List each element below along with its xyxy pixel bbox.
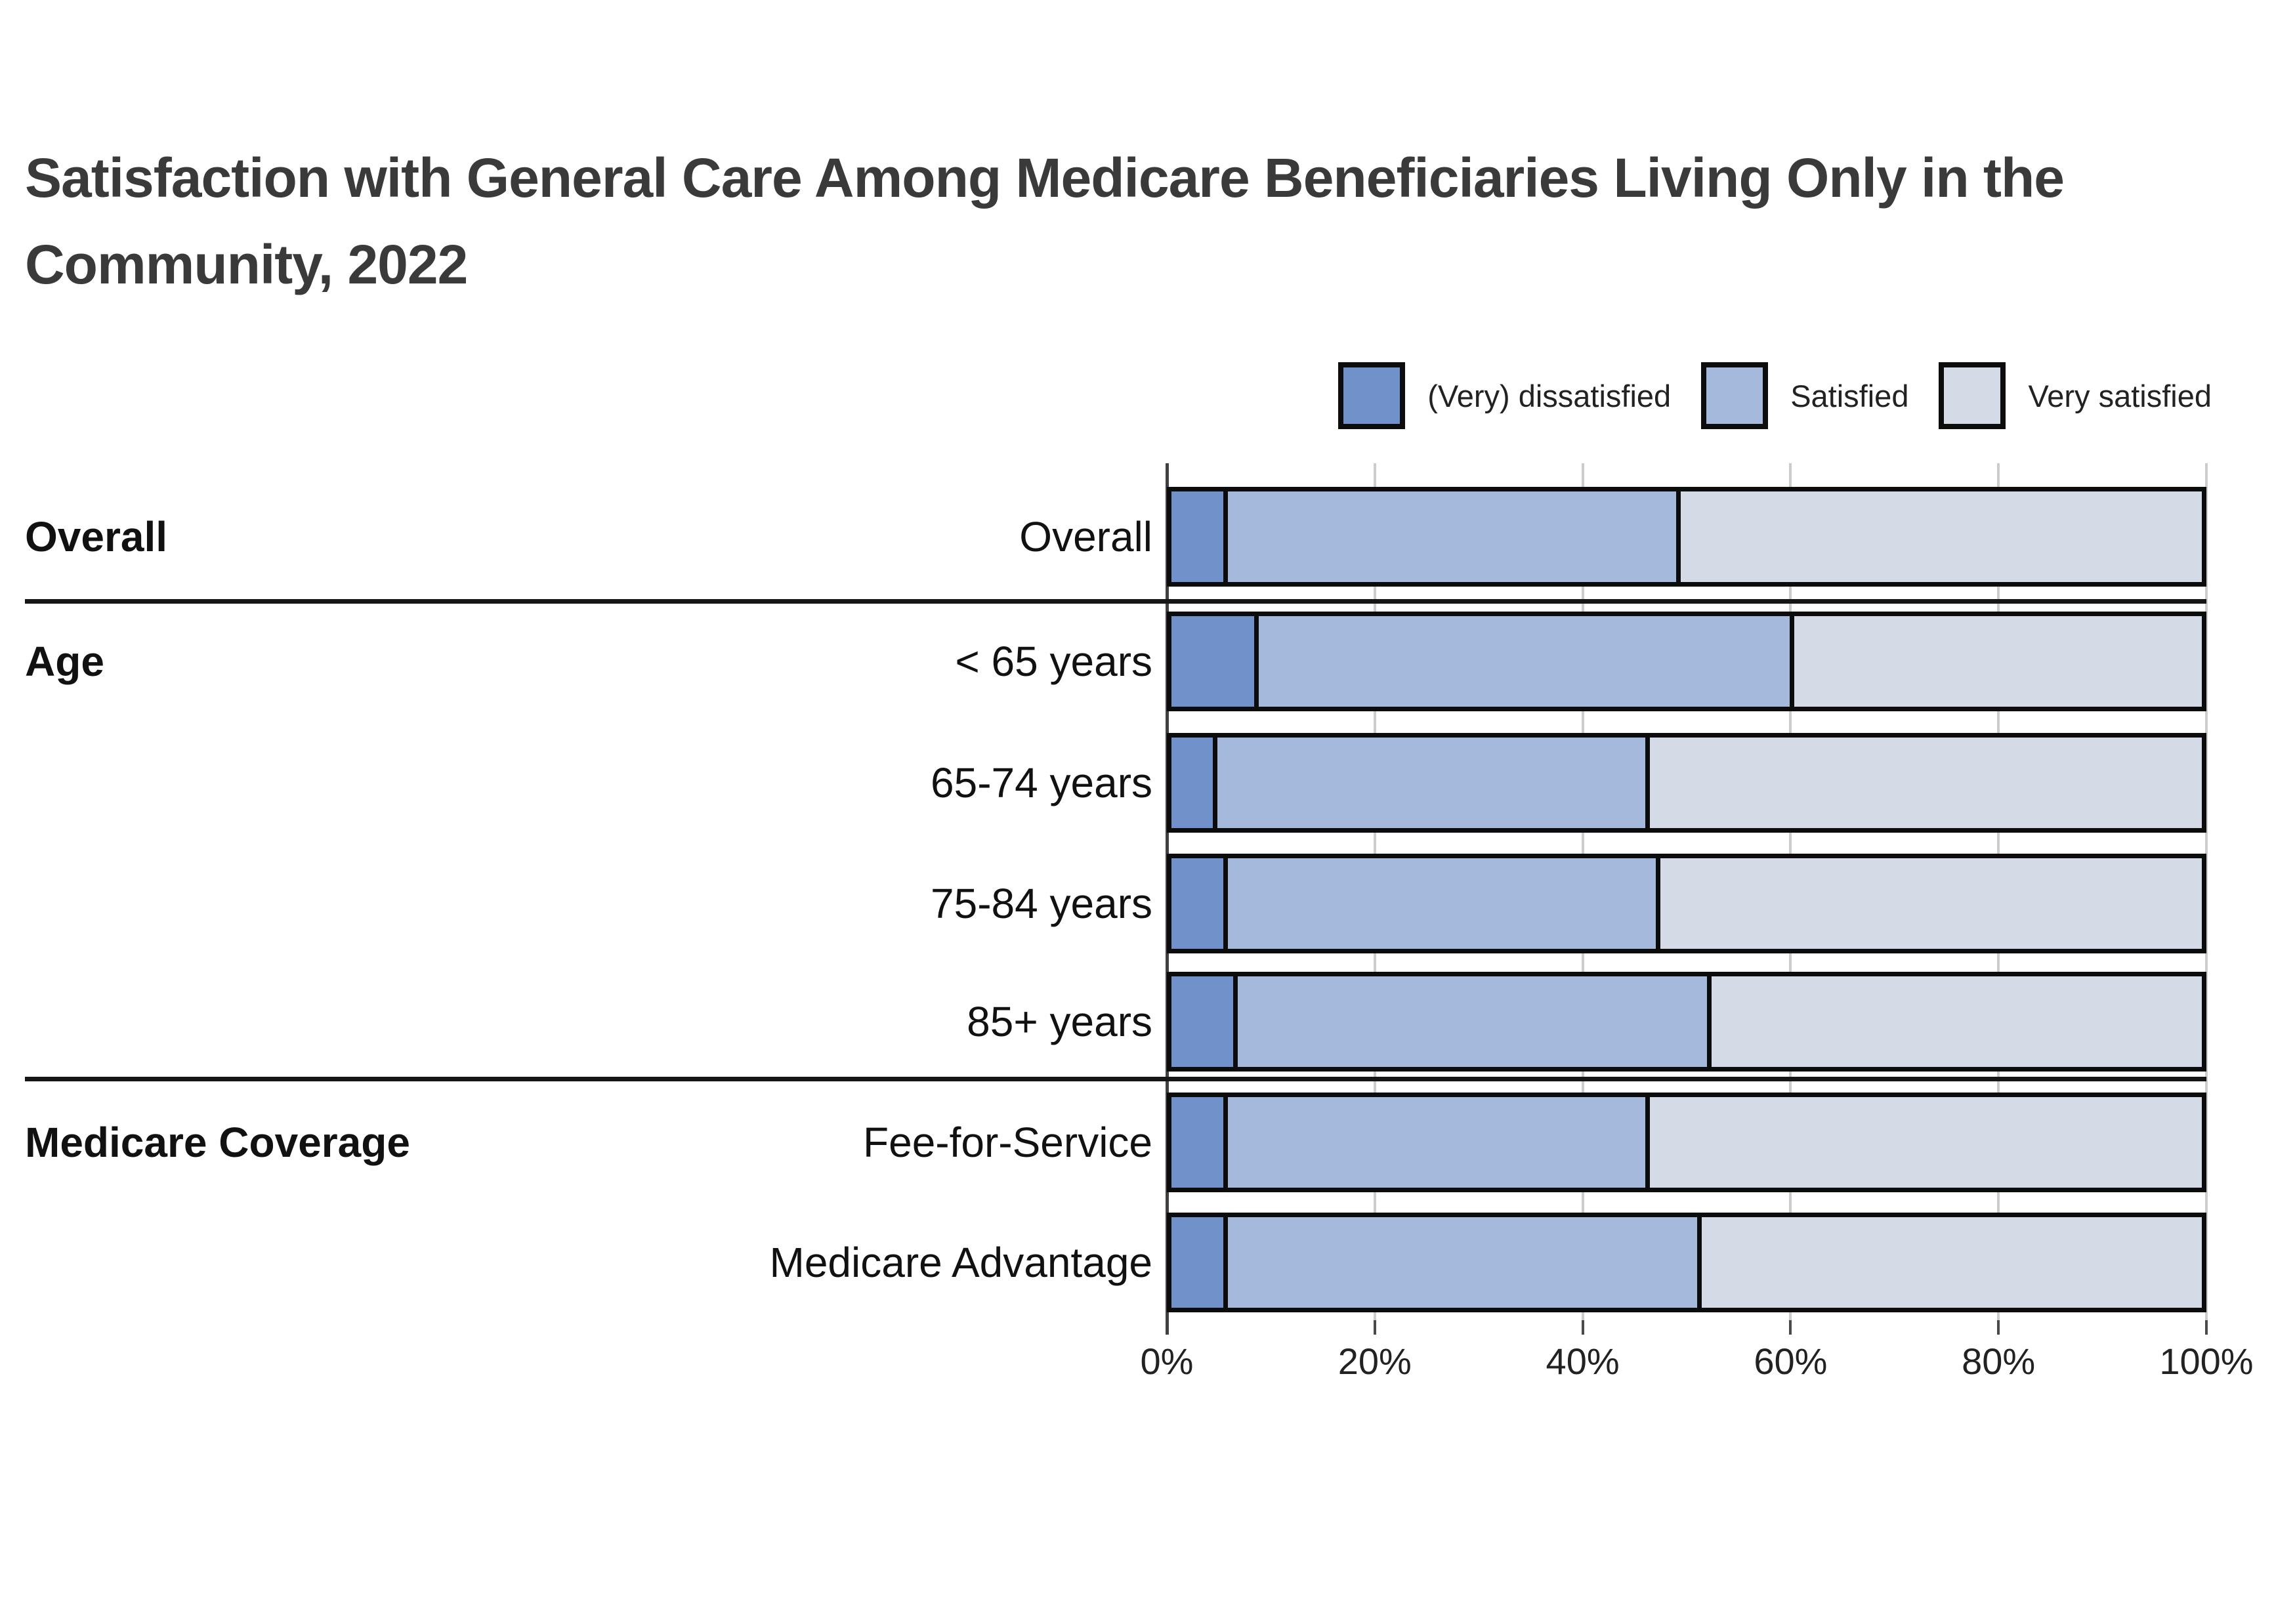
row-label-medicare-advantage: Medicare Advantage bbox=[769, 1239, 1153, 1286]
group-label-medicare-coverage: Medicare Coverage bbox=[25, 1119, 410, 1166]
group-label-age: Age bbox=[25, 638, 104, 685]
segment-very-dissatisfied-85-years bbox=[1171, 976, 1234, 1067]
x-tick-40% bbox=[1581, 1320, 1584, 1335]
segment-satisfied-medicare-advantage bbox=[1223, 1217, 1697, 1308]
chart-title: Satisfaction with General Care Among Med… bbox=[25, 147, 2065, 295]
segment-very-satisfied-85-years bbox=[1707, 976, 2202, 1067]
x-tick-label-60%: 60% bbox=[1754, 1341, 1828, 1382]
x-tick-80% bbox=[1997, 1320, 2000, 1335]
segment-very-satisfied-65-74-years bbox=[1645, 738, 2202, 828]
legend-item-dissatisfied: (Very) dissatisfied bbox=[1338, 362, 1671, 429]
bar-fee-for-service bbox=[1167, 1093, 2206, 1192]
legend-swatch-satisfied-icon bbox=[1701, 362, 1769, 429]
segment-very-satisfied-65-years bbox=[1789, 616, 2202, 707]
gridline-100% bbox=[2205, 463, 2208, 1320]
segment-very-dissatisfied-65-years bbox=[1171, 616, 1254, 707]
x-tick-label-80%: 80% bbox=[1962, 1341, 2036, 1382]
segment-very-dissatisfied-overall bbox=[1171, 491, 1223, 582]
legend-swatch-dissatisfied-icon bbox=[1338, 362, 1406, 429]
x-tick-20% bbox=[1373, 1320, 1376, 1335]
segment-very-satisfied-fee-for-service bbox=[1645, 1097, 2202, 1188]
legend: (Very) dissatisfied Satisfied Very satis… bbox=[1338, 362, 2212, 429]
segment-very-satisfied-75-84-years bbox=[1655, 858, 2202, 949]
segment-very-dissatisfied-65-74-years bbox=[1171, 738, 1213, 828]
x-tick-label-100%: 100% bbox=[2159, 1341, 2254, 1382]
row-label-65-years: < 65 years bbox=[955, 638, 1152, 685]
bar-65-74-years bbox=[1167, 733, 2206, 833]
bar-medicare-advantage bbox=[1167, 1213, 2206, 1312]
segment-satisfied-overall bbox=[1223, 491, 1677, 582]
x-tick-label-0%: 0% bbox=[1140, 1341, 1194, 1382]
group-label-overall: Overall bbox=[25, 513, 168, 560]
bar-65-years bbox=[1167, 612, 2206, 711]
group-separator-1 bbox=[25, 599, 2206, 604]
legend-item-very-satisfied: Very satisfied bbox=[1939, 362, 2212, 429]
segment-satisfied-75-84-years bbox=[1223, 858, 1656, 949]
x-tick-100% bbox=[2205, 1320, 2208, 1335]
legend-label-satisfied: Satisfied bbox=[1790, 378, 1909, 413]
legend-item-satisfied: Satisfied bbox=[1701, 362, 1908, 429]
segment-very-satisfied-medicare-advantage bbox=[1696, 1217, 2202, 1308]
group-separator-2 bbox=[25, 1077, 2206, 1081]
segment-satisfied-65-years bbox=[1253, 616, 1790, 707]
segment-very-satisfied-overall bbox=[1676, 491, 2202, 582]
row-label-overall: Overall bbox=[1019, 513, 1152, 560]
legend-swatch-very-satisfied-icon bbox=[1939, 362, 2006, 429]
row-label-75-84-years: 75-84 years bbox=[931, 880, 1152, 927]
segment-very-dissatisfied-medicare-advantage bbox=[1171, 1217, 1223, 1308]
x-tick-60% bbox=[1789, 1320, 1792, 1335]
segment-very-dissatisfied-fee-for-service bbox=[1171, 1097, 1223, 1188]
x-tick-label-40%: 40% bbox=[1546, 1341, 1620, 1382]
legend-label-dissatisfied: (Very) dissatisfied bbox=[1427, 378, 1672, 413]
segment-satisfied-85-years bbox=[1233, 976, 1708, 1067]
bar-85-years bbox=[1167, 972, 2206, 1072]
x-tick-label-20%: 20% bbox=[1337, 1341, 1412, 1382]
row-label-85-years: 85+ years bbox=[967, 998, 1152, 1045]
segment-satisfied-65-74-years bbox=[1212, 738, 1646, 828]
segment-satisfied-fee-for-service bbox=[1223, 1097, 1646, 1188]
bar-75-84-years bbox=[1167, 854, 2206, 953]
bar-overall bbox=[1167, 487, 2206, 587]
segment-very-dissatisfied-75-84-years bbox=[1171, 858, 1223, 949]
row-label-fee-for-service: Fee-for-Service bbox=[863, 1119, 1152, 1166]
legend-label-very-satisfied: Very satisfied bbox=[2028, 378, 2212, 413]
row-label-65-74-years: 65-74 years bbox=[931, 759, 1152, 806]
